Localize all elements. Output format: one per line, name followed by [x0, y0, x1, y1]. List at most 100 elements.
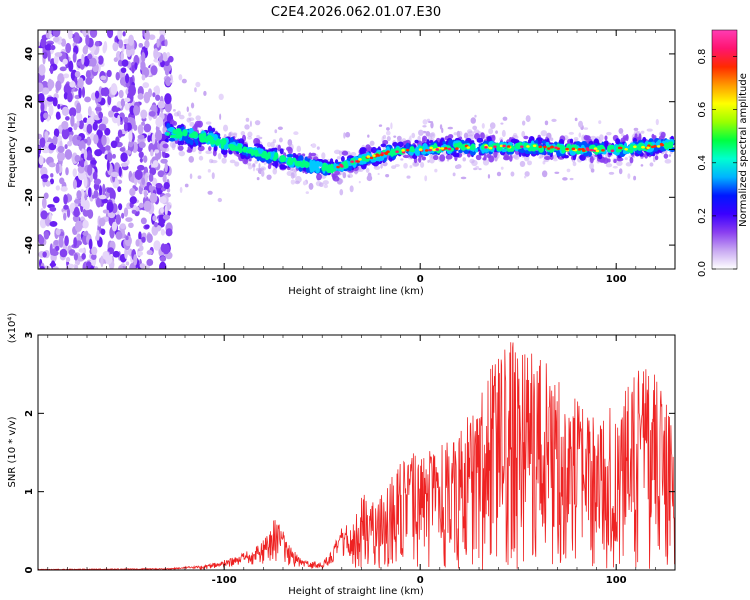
noise-blob	[148, 173, 154, 182]
snr-multiplier: (x10⁴)	[7, 313, 18, 344]
noise-blob	[112, 250, 120, 258]
noise-blob	[65, 116, 70, 121]
ridge-peak	[336, 165, 340, 169]
ridge-blob	[507, 142, 513, 146]
noise-blob	[121, 212, 125, 219]
ridge-blob	[523, 135, 529, 140]
noise-blob	[92, 171, 98, 180]
noise-blob	[128, 116, 133, 123]
ridge-blob	[182, 132, 188, 137]
noise-blob	[59, 66, 67, 72]
ridge-blob	[433, 154, 439, 161]
colorbar-tick-label: 0.0	[697, 261, 708, 277]
spectrogram-panel: -100 0 100 -40 -20 0 20 40 Height of straight l…	[7, 29, 676, 297]
ridge-blob	[482, 157, 486, 161]
y-tick-label: 3	[24, 331, 35, 338]
noise-blob	[52, 36, 60, 43]
noise-blob	[134, 169, 143, 180]
ridge-peak	[595, 149, 600, 153]
ridge-blob	[510, 138, 518, 144]
noise-blob	[57, 135, 63, 142]
noise-blob	[64, 144, 68, 150]
ridge-peak	[538, 145, 543, 149]
noise-blob	[131, 209, 137, 214]
ridge-blob	[458, 143, 462, 149]
ridge-blob	[583, 134, 590, 141]
noise-blob	[598, 120, 602, 125]
ridge-blob	[270, 141, 275, 148]
ridge-peak	[493, 145, 497, 148]
noise-blob	[142, 82, 150, 89]
ridge-blob	[233, 146, 239, 152]
ridge-blob	[476, 137, 484, 143]
noise-blob	[583, 127, 589, 130]
noise-blob	[409, 165, 413, 169]
noise-blob	[89, 30, 98, 38]
noise-blob	[390, 122, 393, 130]
noise-blob	[72, 215, 80, 223]
noise-blob	[159, 40, 163, 46]
ridge-peak	[647, 144, 651, 147]
noise-blob	[104, 145, 111, 151]
noise-blob	[94, 90, 100, 99]
ridge-blob	[417, 135, 421, 142]
noise-blob	[254, 120, 261, 126]
ridge-peak	[429, 146, 433, 150]
noise-blob	[165, 228, 173, 237]
noise-blob	[87, 164, 93, 176]
noise-blob	[123, 121, 128, 132]
noise-blob	[424, 175, 428, 182]
noise-blob	[203, 90, 207, 96]
noise-blob	[148, 34, 156, 41]
noise-blob	[84, 96, 92, 103]
noise-blob	[93, 133, 99, 145]
ridge-blob	[334, 170, 340, 176]
ridge-blob	[613, 159, 617, 164]
ridge-blob	[341, 150, 349, 156]
noise-blob	[101, 198, 109, 204]
chart-title: C2E4.2026.062.01.07.E30	[271, 5, 441, 20]
ridge-peak	[435, 148, 440, 151]
noise-blob	[77, 165, 85, 174]
noise-blob	[302, 180, 307, 186]
ridge-blob	[186, 117, 192, 123]
noise-blob	[82, 117, 88, 123]
noise-blob	[500, 166, 504, 170]
noise-blob	[144, 224, 150, 229]
noise-blob	[118, 203, 123, 211]
noise-blob	[134, 62, 138, 70]
noise-blob	[186, 106, 189, 113]
snr-panel: -100 0 100 0 1 2 3 Height of straight line (km…	[7, 313, 676, 597]
ridge-blob	[474, 148, 479, 153]
ridge-blob	[248, 158, 252, 162]
ridge-peak	[646, 146, 650, 150]
noise-blob	[49, 220, 58, 227]
noise-blob	[118, 265, 124, 269]
noise-blob	[159, 196, 167, 204]
ridge-peak	[656, 145, 661, 148]
ridge-blob	[458, 130, 463, 137]
ridge-blob	[625, 134, 629, 142]
noise-blob	[57, 103, 61, 110]
noise-blob	[188, 155, 195, 163]
ridge-blob	[532, 150, 537, 155]
y-tick-label: 20	[24, 95, 35, 109]
noise-blob	[478, 168, 482, 171]
ridge-peak	[380, 153, 384, 157]
ridge-peak	[610, 149, 615, 152]
noise-blob	[162, 174, 167, 183]
noise-blob	[194, 87, 197, 93]
ridge-blob	[171, 142, 176, 151]
ridge-blob	[361, 155, 367, 162]
noise-blob	[89, 57, 97, 67]
ridge-blob	[667, 141, 674, 146]
ridge-blob	[453, 143, 459, 149]
noise-blob	[403, 162, 408, 169]
ridge-blob	[240, 131, 246, 136]
ridge-blob	[303, 161, 310, 168]
ridge-peak	[571, 147, 576, 151]
noise-blob	[40, 37, 47, 48]
noise-blob	[510, 171, 515, 177]
ridge-blob	[247, 131, 253, 138]
noise-blob	[83, 175, 88, 188]
